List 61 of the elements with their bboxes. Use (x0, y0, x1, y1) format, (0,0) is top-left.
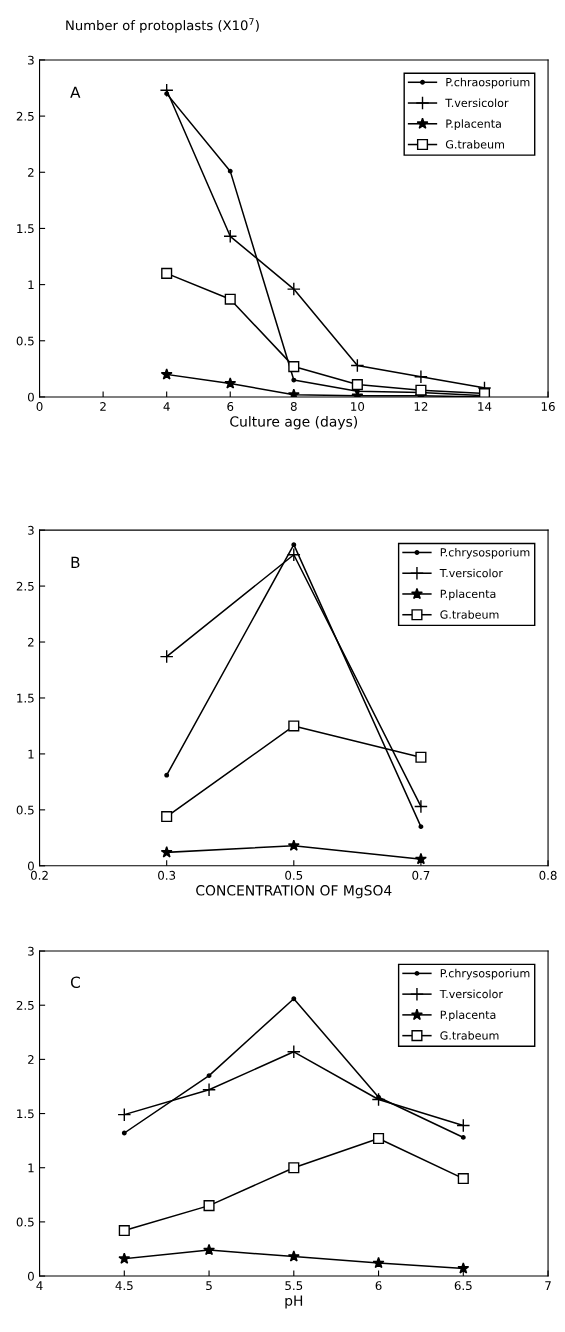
legend-label: T.versicolor (439, 568, 503, 578)
y-tick-label: 2 (28, 637, 34, 647)
x-tick-label: 5.5 (285, 1281, 303, 1291)
y-tick-label: 1.5 (17, 224, 34, 234)
y-tick-label: 0 (27, 392, 34, 402)
y-tick-label: 3 (28, 55, 34, 65)
y-tick-label: 0.5 (16, 336, 34, 346)
x-tick-label: 0.7 (412, 870, 430, 880)
y-tick-label: 1.5 (17, 693, 34, 703)
y-tick-label: 3 (28, 946, 34, 956)
legend-label: P.chrysosporium (440, 968, 530, 980)
y-tick-label: 2 (28, 168, 34, 177)
x-tick-label: 5 (206, 1281, 212, 1291)
x-tick-label: 0.2 (30, 870, 48, 880)
x-tick-label: 10 (351, 402, 365, 411)
x-axis-title: Culture age (days) (230, 416, 358, 430)
y-tick-label: 1.5 (17, 1109, 34, 1119)
x-tick-label: 16 (541, 402, 555, 411)
legend-label: G.trabeum (440, 1031, 499, 1040)
y-tick-label: 0 (27, 1271, 34, 1281)
x-tick-label: 4.5 (115, 1281, 133, 1291)
x-tick-label: 6 (227, 402, 234, 411)
y-tick-label: 1 (28, 1163, 34, 1173)
y-tick-label: 0.5 (16, 805, 34, 815)
x-tick-label: 0.5 (285, 870, 303, 880)
y-tick-label: 0.5 (16, 1217, 34, 1227)
x-tick-label: 0.8 (539, 870, 557, 880)
x-tick-label: 12 (414, 402, 428, 411)
x-tick-label: 14 (478, 402, 492, 411)
x-tick-label: 0.3 (158, 870, 176, 880)
y-tick-label: 1 (28, 749, 34, 759)
annotation: C (70, 976, 80, 988)
x-tick-label: 4 (36, 1281, 43, 1290)
y-tick-label: 1 (28, 280, 34, 290)
y-tick-label: 3 (28, 525, 34, 535)
annotation: A (70, 86, 81, 98)
legend-label: T.versicolor (445, 98, 509, 108)
legend-label: P.placenta (440, 589, 496, 601)
y-tick-label: 2.5 (16, 111, 34, 121)
legend-label: P.placenta (440, 1010, 496, 1022)
y-tick-label: 2 (28, 1055, 34, 1064)
legend-label: G.trabeum (440, 610, 499, 619)
x-axis-title: pH (285, 1295, 303, 1309)
legend-label: P.placenta (446, 119, 501, 130)
y-axis-title: Number of protoplasts (X10$^{7}$) (66, 18, 259, 33)
x-axis-title: CONCENTRATION OF MgSO4 (196, 885, 392, 899)
legend-label: P.chrysosporium (440, 547, 530, 559)
y-tick-label: 2.5 (16, 1000, 34, 1010)
legend-label: T.versicolor (439, 989, 503, 999)
legend-label: P.chraosporium (446, 77, 530, 89)
legend-label: G.trabeum (445, 139, 504, 149)
x-tick-label: 4 (163, 402, 170, 411)
y-tick-label: 2.5 (16, 581, 34, 591)
x-tick-label: 7 (545, 1281, 551, 1290)
y-tick-label: 0 (27, 861, 34, 871)
x-tick-label: 6 (375, 1281, 382, 1291)
annotation: B (71, 556, 80, 568)
x-tick-label: 8 (290, 402, 297, 411)
x-tick-label: 2 (100, 402, 106, 411)
x-tick-label: 6.5 (454, 1281, 472, 1291)
x-tick-label: 0 (36, 402, 43, 411)
